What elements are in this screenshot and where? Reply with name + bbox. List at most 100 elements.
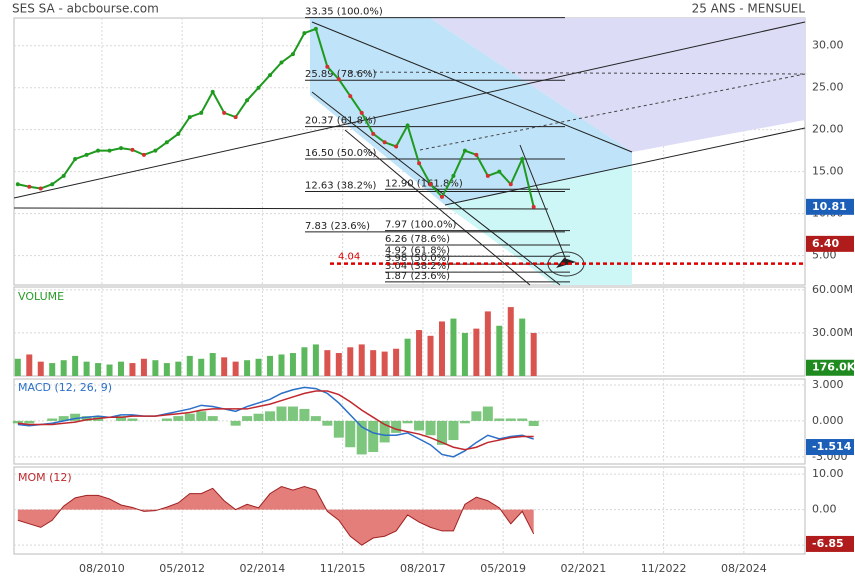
x-tick-label: 08/2010 [79, 562, 125, 575]
y-tick-label: 25.00 [812, 81, 844, 94]
fib-label: 33.35 (100.0%) [305, 7, 383, 18]
volume-bar [60, 360, 67, 376]
volume-bar [106, 364, 113, 376]
macd-histogram [414, 420, 425, 431]
volume-bar [278, 354, 285, 376]
price-point [405, 123, 410, 128]
chart-title: SES SA - abcbourse.com [12, 2, 159, 16]
volume-bar [370, 350, 377, 376]
price-point [141, 152, 146, 157]
price-point [485, 173, 490, 178]
price-point [222, 110, 227, 115]
volume-bar [530, 332, 537, 376]
trend-line [13, 207, 549, 210]
macd-histogram [436, 420, 447, 445]
volume-bar [14, 358, 21, 376]
channel-zone [430, 18, 805, 152]
target-price-box [806, 235, 854, 252]
price-point [233, 115, 238, 120]
price-point [73, 157, 78, 162]
price-point [38, 186, 43, 191]
price-point [130, 147, 135, 152]
trend-line [311, 21, 633, 153]
last-price-box [806, 198, 854, 215]
y-tick-label: 20.00 [812, 123, 844, 136]
volume-bar [140, 358, 147, 376]
macd-histogram [81, 416, 92, 421]
last-price: 10.81 [812, 200, 847, 213]
volume-bar [484, 311, 491, 376]
price-point [27, 184, 32, 189]
macd-histogram [47, 418, 58, 421]
macd-histogram [58, 416, 69, 421]
price-point [245, 98, 250, 103]
fib-label: 12.63 (38.2%) [305, 181, 376, 192]
price-point [96, 148, 101, 153]
macd-histogram [322, 420, 333, 426]
macd-histogram [299, 408, 310, 421]
x-tick-label: 02/2021 [561, 562, 607, 575]
fib-label: 7.83 (23.6%) [305, 221, 370, 232]
trend-line [349, 71, 806, 75]
last-volume: 176.0K [812, 361, 855, 374]
volume-bar [163, 363, 170, 376]
macd-histogram [517, 418, 528, 421]
macd-histogram [24, 420, 35, 424]
price-point [417, 161, 422, 166]
x-tick-label: 05/2012 [159, 562, 205, 575]
mom-area [17, 486, 534, 546]
volume-bar [427, 335, 434, 376]
volume-bar [244, 360, 251, 376]
macd-histogram [379, 420, 390, 443]
price-point [153, 148, 158, 153]
y-tick-label: 0.000 [812, 414, 844, 427]
fib-label: 3.98 (50.0%) [385, 253, 450, 264]
x-tick-label: 08/2024 [721, 562, 767, 575]
price-line [17, 27, 535, 208]
macd-histogram [459, 420, 470, 424]
volume-bar [450, 318, 457, 376]
volume-bar [26, 354, 33, 376]
price-point [210, 89, 215, 94]
volume-bar [221, 357, 228, 376]
price-point [256, 85, 261, 90]
volume-bar [473, 328, 480, 376]
macd-histogram [448, 420, 459, 441]
price-point [474, 152, 479, 157]
volume-bar [83, 361, 90, 376]
volume-bar [358, 344, 365, 376]
fib-label: 6.26 (78.6%) [385, 234, 450, 245]
price-point [325, 64, 330, 69]
volume-bar [507, 307, 514, 376]
panel-title: MACD (12, 26, 9) [18, 381, 112, 394]
volume-bar [255, 358, 262, 376]
x-tick-label: 11/2015 [320, 562, 366, 575]
macd-histogram [184, 413, 195, 421]
volume-bar [72, 355, 79, 376]
x-tick-label: 02/2014 [240, 562, 286, 575]
y-tick-label: 0.00 [812, 503, 837, 516]
macd-histogram [196, 411, 207, 421]
price-point [313, 26, 318, 31]
volume-bar [95, 363, 102, 376]
x-tick-label: 08/2017 [400, 562, 446, 575]
volume-bar [152, 360, 159, 376]
price-point [394, 144, 399, 149]
trend-line [344, 129, 531, 286]
price-point [268, 73, 273, 78]
macd-histogram [242, 416, 253, 421]
y-tick-label: 30.00M [812, 326, 853, 339]
macd-histogram [505, 418, 516, 421]
price-point [382, 140, 387, 145]
fib-label: 12.90 (161.8%) [385, 178, 463, 189]
target-price: 6.40 [812, 237, 839, 250]
macd-histogram [310, 416, 321, 421]
price-point [520, 157, 525, 162]
fib-label: 20.37 (61.8%) [305, 116, 376, 127]
macd-histogram [253, 413, 264, 421]
price-point [290, 52, 295, 57]
volume-bar [324, 350, 331, 376]
macd-histogram [402, 420, 413, 424]
macd-histogram [12, 420, 23, 424]
macd-histogram [115, 416, 126, 421]
